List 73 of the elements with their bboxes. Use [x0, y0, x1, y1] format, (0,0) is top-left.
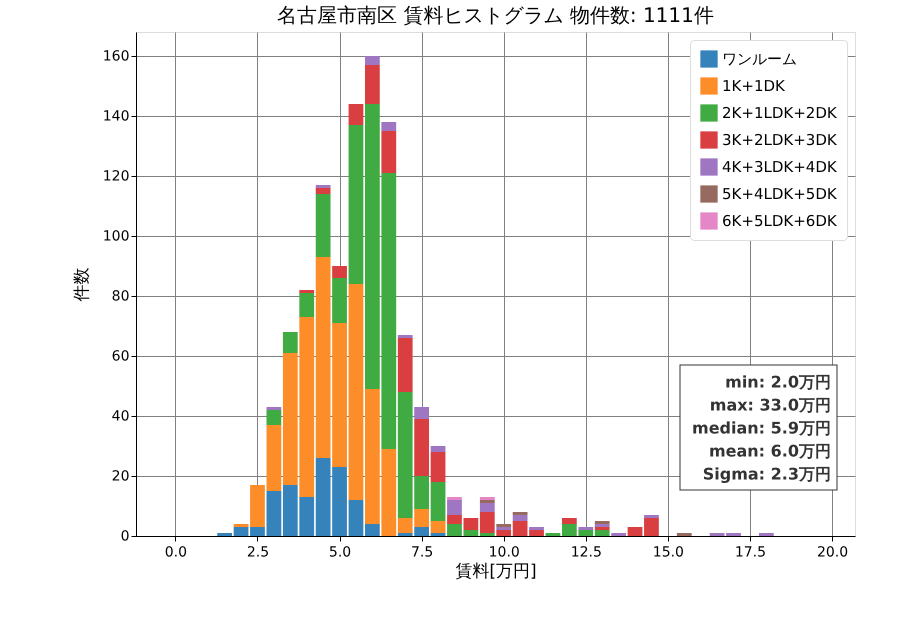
annotation: Sigma: 2.3万円: [702, 464, 831, 484]
bar: [480, 500, 495, 503]
bar: [644, 515, 659, 518]
y-axis-title: 件数: [72, 268, 92, 302]
legend-label: ワンルーム: [722, 50, 797, 68]
y-tick-label: 120: [102, 168, 130, 184]
bar: [594, 527, 610, 530]
x-tick-label: 17.5: [734, 544, 766, 560]
bar: [414, 407, 430, 419]
bar: [316, 188, 331, 194]
bar: [364, 65, 380, 104]
x-tick-label: 2.5: [246, 544, 270, 560]
bar: [447, 500, 462, 515]
y-tick-label: 160: [102, 48, 130, 64]
bar: [316, 185, 331, 188]
legend-label: 4K+3LDK+4DK: [722, 158, 838, 176]
bar: [480, 497, 495, 500]
bar: [676, 533, 692, 536]
x-tick-label: 0.0: [164, 544, 188, 560]
y-tick-label: 100: [102, 228, 130, 244]
x-tick-label: 20.0: [816, 544, 848, 560]
y-tick-label: 60: [112, 348, 130, 364]
bar: [398, 335, 413, 338]
bar: [299, 290, 314, 293]
bar: [430, 446, 446, 452]
bar: [266, 407, 282, 410]
bar: [299, 293, 314, 317]
annotation: min: 2.0万円: [725, 372, 831, 392]
bar: [758, 533, 774, 536]
bar: [348, 104, 364, 125]
annotation: mean: 6.0万円: [708, 442, 831, 460]
legend-label: 2K+1LDK+2DK: [722, 104, 838, 122]
x-tick-label: 7.5: [410, 544, 434, 560]
bar: [282, 332, 298, 353]
bar: [381, 122, 396, 131]
y-tick-label: 20: [112, 468, 130, 484]
bar: [299, 497, 314, 536]
bar: [480, 503, 495, 512]
bar: [594, 521, 610, 524]
bar: [594, 524, 610, 527]
legend-label: 1K+1DK: [722, 77, 786, 95]
bar: [562, 518, 577, 524]
legend-label: 5K+4LDK+5DK: [722, 185, 838, 203]
bar: [496, 527, 512, 530]
bar: [512, 512, 528, 515]
annotation: max: 33.0万円: [710, 396, 831, 414]
bar: [611, 533, 626, 536]
x-tick-label: 12.5: [570, 544, 602, 560]
x-axis-title: 賃料[万円]: [455, 562, 537, 582]
legend-label: 3K+2LDK+3DK: [722, 131, 838, 149]
x-tick-label: 15.0: [652, 544, 684, 560]
y-tick-label: 40: [112, 408, 130, 424]
bar: [594, 530, 610, 536]
bar: [332, 266, 347, 278]
bar: [266, 410, 282, 425]
chart-title: 名古屋市南区 賃料ヒストグラム 物件数: 1111件: [277, 3, 714, 27]
bar: [529, 527, 544, 530]
bar: [398, 338, 413, 392]
bar: [299, 317, 314, 497]
annotation: median: 5.9万円: [692, 418, 831, 438]
x-tick-label: 10.0: [488, 544, 520, 560]
x-tick-label: 5.0: [328, 544, 352, 560]
bar: [316, 194, 331, 257]
bar: [578, 527, 594, 530]
bar: [447, 497, 462, 500]
bar: [381, 131, 396, 173]
y-tick-label: 0: [120, 528, 130, 544]
y-tick-label: 80: [112, 288, 130, 304]
bar: [512, 515, 528, 521]
bar: [364, 56, 380, 65]
bar: [496, 524, 512, 527]
legend-label: 6K+5LDK+6DK: [722, 212, 838, 230]
y-tick-label: 140: [102, 108, 130, 124]
